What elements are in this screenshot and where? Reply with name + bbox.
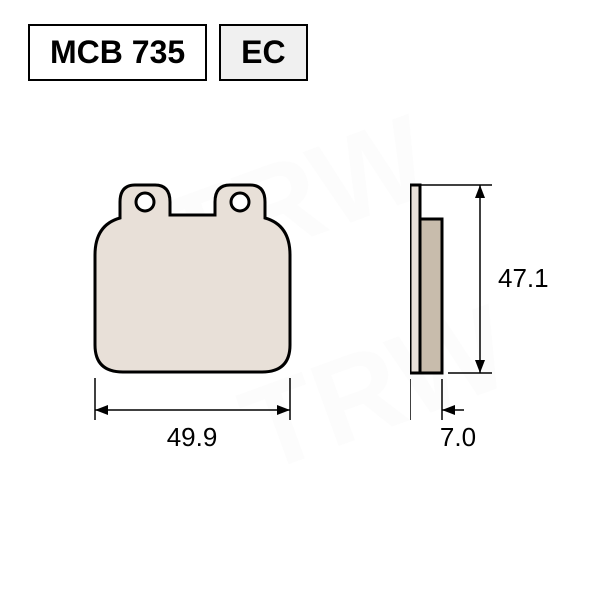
height-value: 47.1 [498,263,549,293]
technical-drawing: TRW TRW 49.9 47.1 [0,140,600,560]
width-value: 49.9 [167,422,218,452]
header: MCB 735 EC [0,0,600,81]
thickness-dimension: 7.0 [410,379,476,452]
thickness-value: 7.0 [440,422,476,452]
width-dimension: 49.9 [95,378,290,452]
product-code-box: MCB 735 [28,24,207,81]
brake-pad-front-view: 49.9 [90,180,330,460]
variant-box: EC [219,24,307,81]
brake-pad-side-view: 47.1 7.0 [410,179,590,459]
